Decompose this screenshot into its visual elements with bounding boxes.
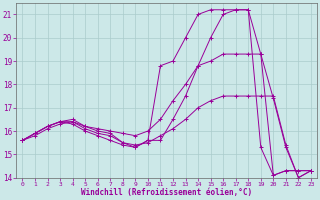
X-axis label: Windchill (Refroidissement éolien,°C): Windchill (Refroidissement éolien,°C) — [81, 188, 252, 197]
